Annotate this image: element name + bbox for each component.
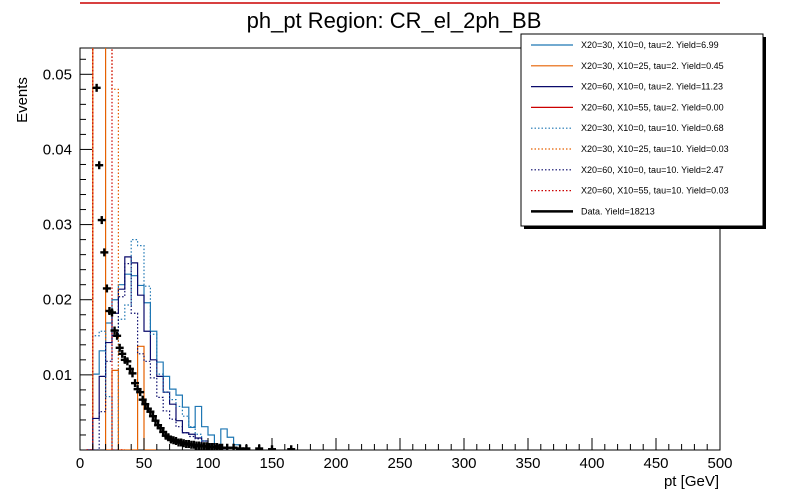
y-tick-label: 0.04 (43, 141, 72, 158)
legend: X20=30, X10=0, tau=2. Yield=6.99 X20=30, … (520, 33, 766, 229)
data-point (136, 388, 145, 397)
legend-entry-label: X20=30, X10=25, tau=10. Yield=0.03 (581, 144, 729, 154)
data-point (138, 395, 147, 404)
x-tick-label: 300 (451, 455, 476, 472)
legend-entry-label: X20=60, X10=0, tau=10. Yield=2.47 (581, 165, 724, 175)
x-tick-label: 0 (76, 455, 84, 472)
x-tick-label: 50 (136, 455, 153, 472)
series-1-histogram (86, 48, 157, 450)
legend-entry-label: X20=30, X10=0, tau=2. Yield=6.99 (581, 40, 719, 50)
legend-entry-label: Data. Yield=18213 (581, 206, 655, 216)
y-tick-label: 0.05 (43, 66, 72, 83)
legend-entry-label: X20=30, X10=25, tau=2. Yield=0.45 (581, 61, 724, 71)
data-point (131, 379, 140, 388)
legend-entry-label: X20=60, X10=0, tau=2. Yield=11.23 (581, 82, 723, 92)
data-point (113, 331, 122, 340)
x-tick-label: 500 (707, 455, 732, 472)
x-tick-label: 100 (195, 455, 220, 472)
legend-entry-label: X20=30, X10=0, tau=10. Yield=0.68 (581, 123, 724, 133)
data-point (148, 412, 157, 421)
series-7-histogram (86, 48, 125, 450)
x-tick-label: 450 (643, 455, 668, 472)
data-point (115, 343, 124, 352)
series-0-histogram (86, 273, 241, 450)
x-tick-label: 250 (387, 455, 412, 472)
y-tick-label: 0.01 (43, 367, 72, 384)
data-point (123, 357, 132, 366)
y-tick-label: 0.02 (43, 292, 72, 309)
data-point (118, 349, 127, 358)
legend-entry-label: X20=60, X10=55, tau=10. Yield=0.03 (581, 186, 729, 196)
series-6-histogram (86, 263, 215, 450)
legend-entry-label: X20=60, X10=55, tau=2. Yield=0.00 (581, 102, 724, 112)
data-point (92, 83, 101, 92)
x-tick-label: 150 (259, 455, 284, 472)
series-2-histogram (86, 256, 228, 450)
data-point (151, 416, 160, 425)
data-point (287, 445, 296, 450)
data-point (128, 369, 137, 378)
data-point (108, 308, 116, 317)
data-point (146, 407, 155, 416)
data-point (110, 326, 119, 335)
series-4-histogram (86, 239, 215, 450)
data-point (100, 248, 109, 257)
data-point (97, 216, 106, 225)
x-tick-label: 200 (323, 455, 348, 472)
data-point (95, 161, 104, 170)
y-axis-label: Events (14, 77, 31, 123)
data-point (141, 400, 150, 409)
y-tick-label: 0.03 (43, 217, 72, 234)
data-point (102, 284, 111, 293)
x-axis-label: pt [GeV] (664, 473, 719, 490)
data-point (125, 364, 134, 373)
x-tick-label: 400 (579, 455, 604, 472)
chart-title: ph_pt Region: CR_el_2ph_BB (247, 8, 542, 33)
x-tick-label: 350 (515, 455, 540, 472)
